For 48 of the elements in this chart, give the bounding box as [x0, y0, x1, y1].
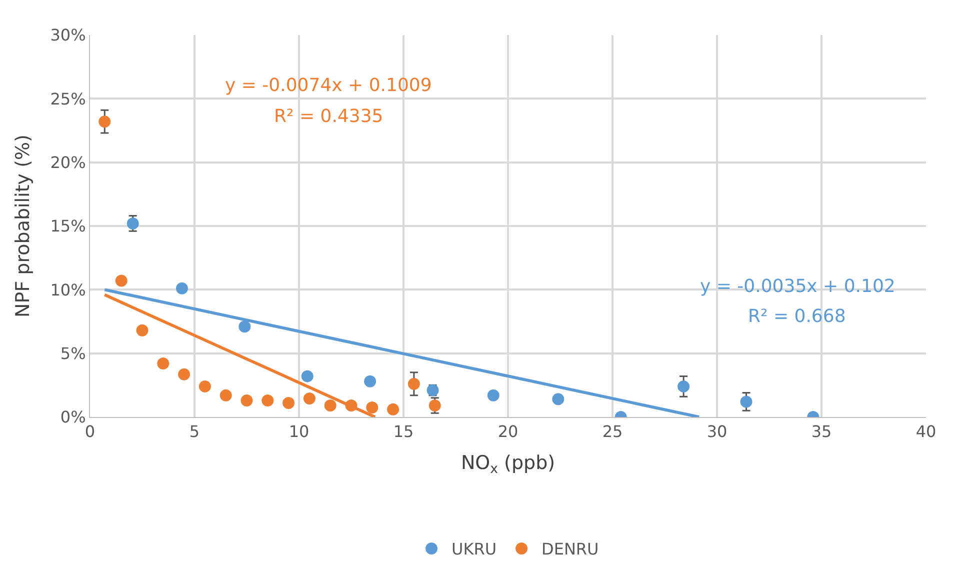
point — [301, 370, 314, 382]
x-tick-label: 10 — [288, 422, 310, 442]
point — [408, 378, 420, 390]
annotation: y = -0.0035x + 0.102 — [700, 276, 896, 297]
point — [740, 396, 752, 408]
annotation: R² = 0.668 — [748, 306, 846, 327]
legend-label: UKRU — [452, 540, 497, 559]
point — [428, 400, 441, 412]
y-axis-title: NPF probability (%) — [12, 134, 34, 318]
y-tick-label: 20% — [50, 152, 86, 172]
point — [487, 389, 500, 402]
x-tick-label: 30 — [706, 422, 728, 442]
annotation: R² = 0.4335 — [274, 106, 384, 127]
point — [238, 320, 251, 333]
point — [282, 396, 295, 409]
point — [366, 401, 378, 414]
y-tick-label: 0% — [60, 408, 86, 427]
point — [178, 368, 190, 380]
point — [220, 389, 232, 402]
point — [552, 393, 564, 406]
point — [240, 394, 253, 406]
x-tick-label: 20 — [498, 422, 518, 442]
point — [324, 400, 336, 412]
point — [136, 324, 148, 336]
point — [157, 358, 170, 370]
y-tick-label: 5% — [60, 344, 86, 363]
x-tick-label: 15 — [393, 422, 414, 442]
x-tick-label: 25 — [602, 422, 623, 442]
point — [115, 274, 128, 287]
point — [678, 380, 690, 392]
x-tick-label: 40 — [916, 422, 936, 442]
point — [98, 116, 111, 128]
point — [364, 375, 376, 388]
x-tick-label: 35 — [811, 422, 832, 442]
x-tick-label: 5 — [189, 422, 200, 442]
x-tick-label: 0 — [84, 422, 96, 442]
annotation: y = -0.0074x + 0.1009 — [225, 75, 432, 96]
point — [126, 217, 139, 230]
point — [303, 392, 316, 405]
x-axis-title: NO$_{x}$ (ppb) — [460, 452, 556, 477]
point — [262, 394, 274, 406]
point — [198, 380, 211, 392]
y-tick-label: 15% — [50, 216, 86, 236]
point — [387, 403, 400, 416]
y-tick-label: 25% — [50, 89, 86, 108]
y-tick-label: 30% — [50, 26, 86, 45]
y-tick-label: 10% — [50, 280, 86, 300]
point — [176, 282, 188, 294]
